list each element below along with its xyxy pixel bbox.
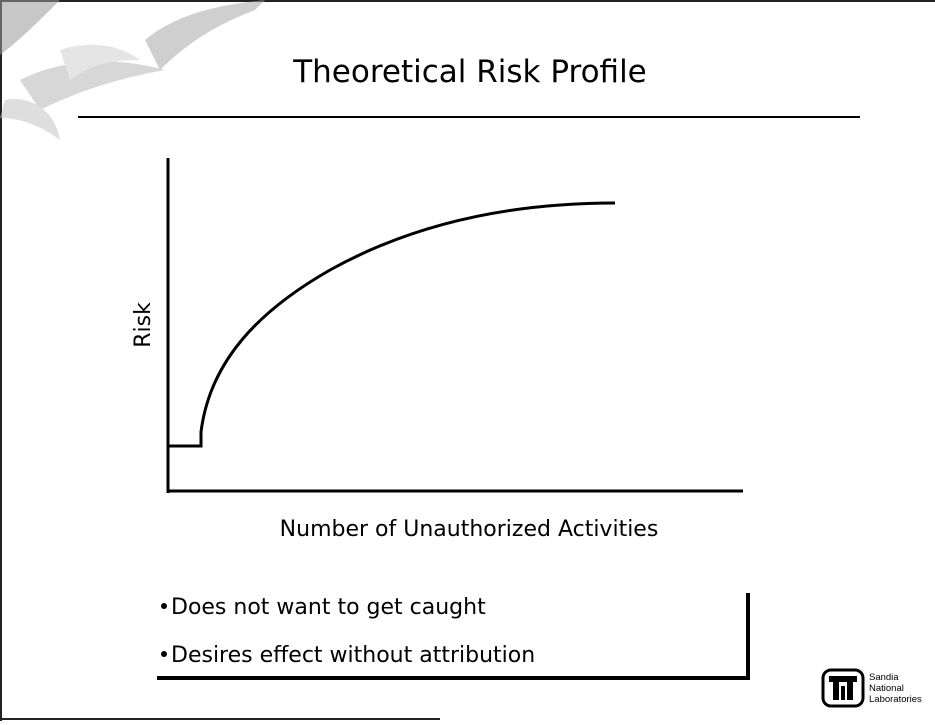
x-axis-label: Number of Unauthorized Activities [280,517,659,542]
slide-title: Theoretical Risk Profile [292,54,647,90]
logo-text: Sandia [869,672,899,683]
logo-mark [833,682,839,700]
risk-curve [168,203,615,446]
decoration [0,0,265,140]
bullet-text: Does not want to get caught [171,595,486,620]
logo-text: Laboratories [869,694,922,705]
bullet-dot [161,651,167,657]
slide: Theoretical Risk Profile Risk Number of … [0,0,935,721]
logo-mark [847,682,853,700]
bullet-dot [161,603,167,609]
logo-mark [829,676,857,682]
logo-mark [841,686,845,700]
bullet-text: Desires effect without attribution [171,643,535,668]
logo: Sandia National Laboratories [823,670,922,706]
logo-text: National [869,683,904,694]
page: {"header": {"title": "Theoretical Risk P… [0,0,935,721]
y-axis-label: Risk [131,302,156,348]
